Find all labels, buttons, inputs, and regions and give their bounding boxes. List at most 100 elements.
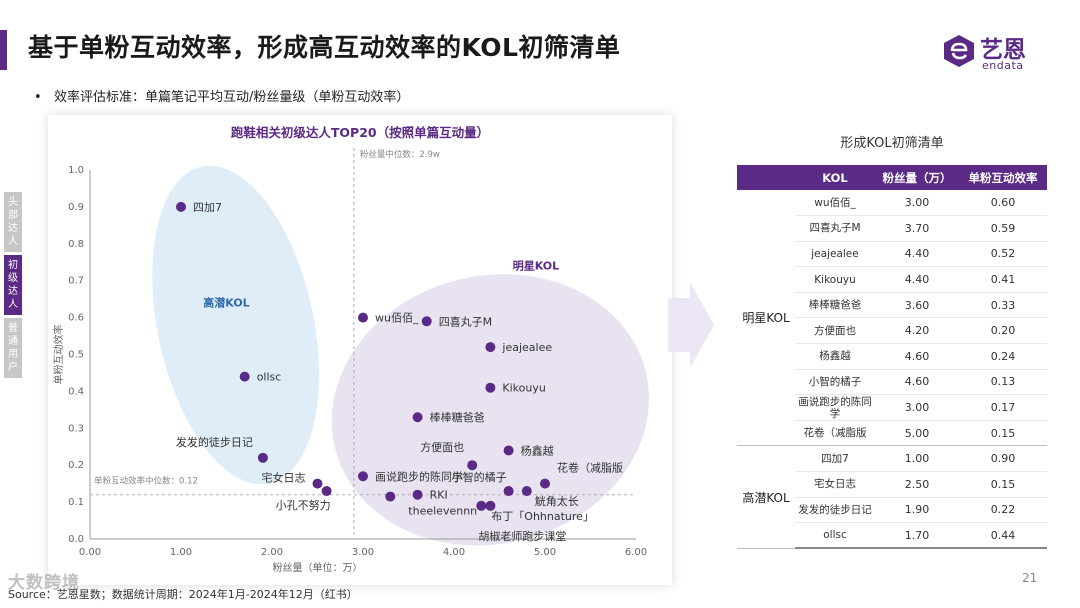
kol-name: ollsc <box>795 522 875 550</box>
y-tick-label: 1.0 <box>68 165 84 176</box>
table-row: 宅女日志 2.50 0.15 <box>737 471 1047 498</box>
page-number: 21 <box>1022 571 1038 585</box>
star-group-label: 明星KOL <box>737 190 795 447</box>
data-point <box>176 201 186 212</box>
header-group <box>737 165 795 190</box>
kol-fans: 4.60 <box>875 369 959 396</box>
side-tab-regular[interactable]: 普通用户 <box>4 318 22 378</box>
data-point <box>412 412 423 423</box>
data-point <box>412 489 423 500</box>
kol-fans: 3.70 <box>875 215 959 242</box>
kol-efficiency: 0.41 <box>959 266 1047 293</box>
y-tick-label: 0.0 <box>68 534 84 545</box>
scatter-chart: 跑鞋相关初级达人TOP20（按照单篇互动量） 0.00 1.00 2.00 3.00 4.… <box>52 125 649 574</box>
kol-efficiency: 0.24 <box>959 343 1047 370</box>
source-note: Source：艺恩星数；数据统计周期：2024年1月-2024年12月（红书） <box>8 588 358 601</box>
y-tick-label: 0.9 <box>68 202 84 213</box>
data-point <box>358 312 368 323</box>
header-kol: KOL <box>795 165 875 190</box>
data-point <box>257 452 268 463</box>
header-fans: 粉丝量（万） <box>875 165 959 190</box>
data-point <box>321 486 332 497</box>
kol-efficiency: 0.17 <box>959 394 1047 421</box>
kol-name: 四喜丸子M <box>795 215 875 242</box>
data-point-label: RKI <box>430 489 448 502</box>
y-tick-label: 0.3 <box>68 423 84 434</box>
data-point-label: 发发的徒步日记 <box>176 435 253 449</box>
data-point-label: 小智的橘子 <box>452 470 507 484</box>
y-tick-label: 0.7 <box>68 276 84 287</box>
kol-shortlist: 形成KOL初筛清单 KOL 粉丝量（万） 单粉互动效率 明星KOL wu佰佰_ 3.… <box>737 132 1047 550</box>
kol-efficiency: 0.59 <box>959 215 1047 242</box>
kol-efficiency: 0.44 <box>959 522 1047 550</box>
y-tick-label: 0.8 <box>68 239 84 250</box>
flow-arrow-icon <box>668 282 714 368</box>
kol-table-header: KOL 粉丝量（万） 单粉互动效率 <box>737 165 1047 190</box>
x-median-label: 粉丝量中位数：2.9w <box>360 149 440 160</box>
table-row: 高潜KOL 四加7 1.00 0.90 <box>737 445 1047 549</box>
endata-logo-icon <box>944 35 974 67</box>
kol-fans: 5.00 <box>875 420 959 447</box>
kol-efficiency: 0.60 <box>959 190 1047 217</box>
page-title: 基于单粉互动效率，形成高互动效率的KOL初筛清单 <box>28 33 621 62</box>
data-point-label: wu佰佰_ <box>375 312 419 325</box>
y-median-label: 单粉互动效率中位数：0.12 <box>94 476 198 487</box>
kol-name: 花卷（减脂版 <box>795 420 875 447</box>
kol-efficiency: 0.13 <box>959 369 1047 396</box>
scatter-chart-card: 跑鞋相关初级达人TOP20（按照单篇互动量） 0.00 1.00 2.00 3.00 4.… <box>48 115 672 585</box>
data-point <box>503 445 514 456</box>
data-point <box>421 316 432 327</box>
kol-efficiency: 0.20 <box>959 317 1047 345</box>
data-point-label: Kikouyu <box>502 382 545 395</box>
kol-table: KOL 粉丝量（万） 单粉互动效率 明星KOL wu佰佰_ 3.00 0.60 四喜丸子… <box>737 165 1047 550</box>
data-point <box>540 478 550 489</box>
data-point-label: 棒棒糖爸爸 <box>430 410 485 424</box>
x-tick-label: 4.00 <box>443 547 465 558</box>
data-point-label: 布丁「Ohhnature」 <box>491 510 594 523</box>
logo-name: 艺恩 <box>980 37 1026 63</box>
kol-name: 四加7 <box>795 445 875 473</box>
watermark: 大数跨境 <box>8 573 80 593</box>
star-kol-zone <box>331 274 649 546</box>
data-point <box>503 486 514 497</box>
y-tick-label: 0.6 <box>68 313 84 324</box>
table-row: 棒棒糖爸爸 3.60 0.33 <box>737 292 1047 319</box>
data-point-label: 四加7 <box>193 201 222 214</box>
data-point <box>358 471 368 482</box>
data-point-label: 花卷（减脂版 <box>557 461 623 475</box>
data-point <box>312 478 323 489</box>
table-row: 四喜丸子M 3.70 0.59 <box>737 215 1047 242</box>
kol-name: 杨鑫越 <box>795 343 875 370</box>
data-point-label: 胡椒老师跑步课堂 <box>478 529 566 543</box>
y-tick-label: 0.2 <box>68 460 84 471</box>
kol-fans: 2.50 <box>875 471 959 498</box>
kol-name: 方便面也 <box>795 317 875 345</box>
table-row: ollsc 1.70 0.44 <box>737 522 1047 550</box>
chart-title: 跑鞋相关初级达人TOP20（按照单篇互动量） <box>231 125 489 140</box>
x-tick-label: 1.00 <box>170 547 192 558</box>
zone-label-star: 明星KOL <box>513 260 559 273</box>
data-point-label: 四喜丸子M <box>439 315 493 328</box>
data-point-label: 画说跑步的陈同学 <box>375 469 463 483</box>
y-tick-label: 0.5 <box>68 350 84 361</box>
x-tick-label: 5.00 <box>534 547 556 558</box>
kol-name: 画说跑步的陈同学 <box>795 394 875 421</box>
table-row: jeajealee 4.40 0.52 <box>737 241 1047 268</box>
kol-fans: 4.40 <box>875 241 959 268</box>
potential-group-label: 高潜KOL <box>737 445 795 549</box>
data-point-label: 小孔不努力 <box>276 498 331 512</box>
kol-fans: 1.00 <box>875 445 959 473</box>
side-tab-junior[interactable]: 初级达人 <box>4 255 22 315</box>
kol-fans: 1.70 <box>875 522 959 550</box>
kol-fans: 4.40 <box>875 266 959 293</box>
table-row: 画说跑步的陈同学 3.00 0.17 <box>737 394 1047 421</box>
kol-name: 棒棒糖爸爸 <box>795 292 875 319</box>
criteria-text: 效率评估标准：单篇笔记平均互动/粉丝量级（单粉互动效率） <box>54 90 410 105</box>
table-row: 发发的徒步日记 1.90 0.22 <box>737 497 1047 524</box>
logo-sub: endata <box>982 59 1024 72</box>
side-tab-head[interactable]: 头部达人 <box>4 192 22 252</box>
kol-table-title: 形成KOL初筛清单 <box>840 136 944 151</box>
data-point-label: 觥角太长 <box>535 494 579 508</box>
table-row: 方便面也 4.20 0.20 <box>737 317 1047 345</box>
kol-efficiency: 0.90 <box>959 445 1047 473</box>
